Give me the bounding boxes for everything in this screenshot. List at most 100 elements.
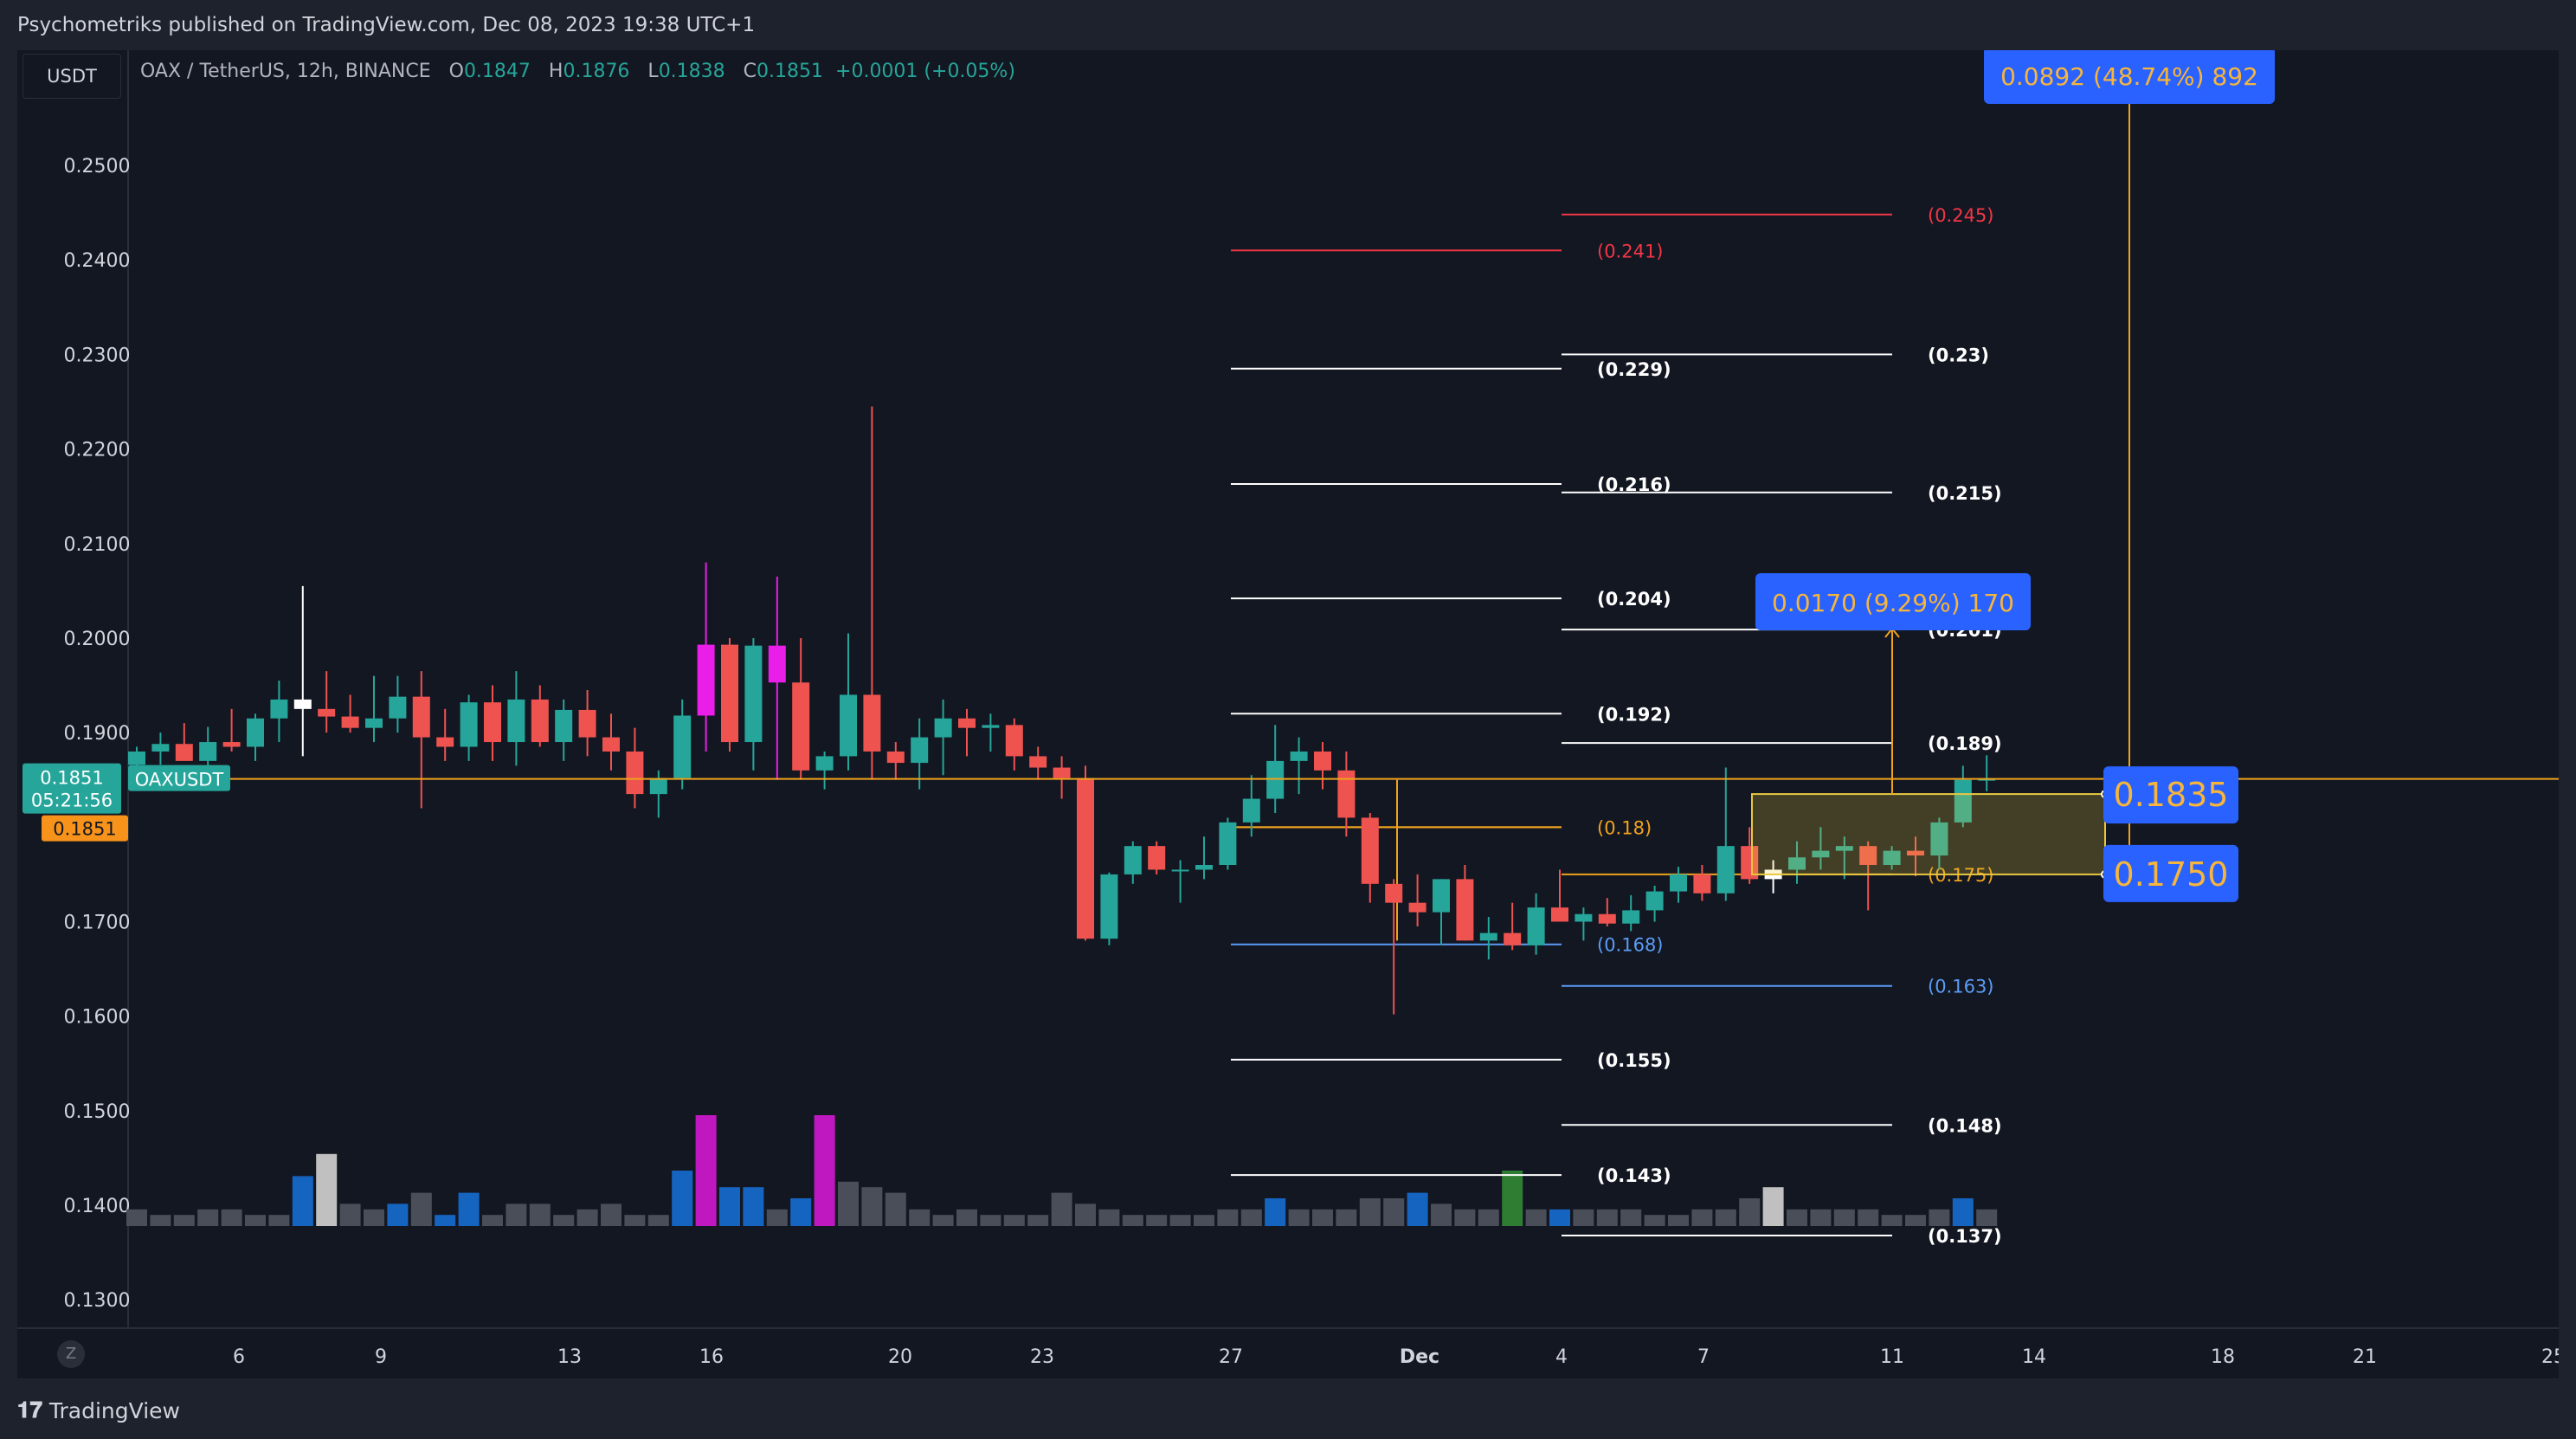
candle-body	[1385, 883, 1403, 903]
low-value: 0.1838	[658, 61, 725, 82]
box-top-price-badge[interactable]	[2103, 766, 2238, 824]
candle-body	[1148, 846, 1166, 870]
volume-bar	[885, 1192, 906, 1226]
volume-bar	[601, 1203, 621, 1226]
x-tick-label: 9	[375, 1346, 387, 1368]
candle-body	[128, 751, 145, 765]
candle-body	[1930, 822, 1948, 856]
candle-body	[840, 694, 857, 757]
y-tick-label: 0.2000	[64, 629, 131, 650]
candle-body	[697, 644, 715, 716]
candle-body	[1504, 932, 1522, 945]
high-key: H	[548, 61, 564, 82]
x-tick-label: 16	[699, 1346, 724, 1368]
candle-body	[1077, 778, 1094, 939]
x-tick-label: 20	[888, 1346, 912, 1368]
y-tick-label: 0.2300	[64, 345, 131, 366]
price-badge-secondary[interactable]	[42, 815, 128, 842]
y-tick-label: 0.2200	[64, 440, 131, 461]
x-tick-label: 7	[1697, 1346, 1710, 1368]
ticker-tag-badge[interactable]	[128, 765, 230, 791]
volume-bar	[553, 1215, 575, 1226]
y-tick-label: 0.1300	[64, 1290, 131, 1312]
x-tick-label: 6	[233, 1346, 245, 1368]
candle-body	[1100, 874, 1118, 939]
volume-bar	[1858, 1209, 1879, 1226]
volume-bar	[1810, 1209, 1832, 1226]
candle-body	[1693, 874, 1711, 894]
x-tick-label: 27	[1219, 1346, 1243, 1368]
candle-body	[531, 699, 549, 743]
volume-bar	[1620, 1209, 1642, 1226]
candle-body	[982, 725, 1000, 728]
volume-bar	[482, 1215, 503, 1226]
volume-bar	[1051, 1192, 1072, 1226]
candle-body	[1859, 846, 1877, 865]
volume-bar	[1027, 1215, 1049, 1226]
brand-name: TradingView	[48, 1398, 180, 1423]
candle-body	[744, 645, 763, 743]
candle-body	[578, 709, 596, 738]
symbol-legend: OAX / TetherUS, 12h, BINANCE O0.1847 H0.…	[140, 61, 1015, 82]
measure-large-badge[interactable]	[1984, 50, 2275, 104]
volume-bar	[1407, 1192, 1428, 1226]
candle-body	[768, 645, 786, 683]
volume-bar	[838, 1181, 859, 1226]
candle-body	[293, 699, 312, 709]
candle-body	[1290, 751, 1308, 761]
fib-level-label: (0.241)	[1597, 241, 1664, 261]
volume-bar	[1976, 1209, 1998, 1226]
volume-bar	[1573, 1209, 1594, 1226]
candle-body	[673, 715, 692, 778]
candle-body	[151, 744, 170, 752]
volume-bar	[1881, 1215, 1903, 1226]
price-badge-secondary-label: 0.1851	[53, 819, 116, 840]
high-value: 0.1876	[563, 61, 630, 82]
measure-small-label: 0.0170 (9.29%) 170	[1772, 589, 2014, 617]
chart-pane[interactable]: 0.2500 0.2400 0.2300 0.2200 0.2100 0.2000 0.19…	[17, 50, 2559, 1378]
x-tick-label: 25	[2541, 1346, 2559, 1368]
symbol-name[interactable]: OAX / TetherUS, 12h, BINANCE	[140, 61, 431, 82]
y-tick-label: 0.2500	[64, 156, 131, 177]
volume-bar	[1003, 1215, 1025, 1226]
volume-bar	[410, 1192, 432, 1226]
x-tick-label: 13	[557, 1346, 582, 1368]
candle-body	[1883, 850, 1901, 865]
candle-body	[318, 708, 336, 717]
candle-body	[815, 756, 834, 771]
volume-bar	[980, 1215, 1001, 1226]
volume-bar	[1265, 1198, 1286, 1226]
candle-body	[1433, 879, 1450, 913]
x-tick-label: 21	[2353, 1346, 2377, 1368]
candle-body	[1005, 725, 1023, 757]
last-price-badge[interactable]	[23, 763, 121, 814]
fib-level-label: (0.163)	[1928, 977, 1994, 997]
y-tick-label: 0.2400	[64, 250, 131, 272]
reset-zoom-button[interactable]: Z	[57, 1340, 85, 1368]
target-zone-box[interactable]	[1751, 793, 2106, 875]
volume-bar	[1644, 1215, 1665, 1226]
box-bottom-price-badge[interactable]	[2103, 844, 2238, 902]
candle-body	[1645, 891, 1664, 911]
fib-level-label: (0.192)	[1597, 704, 1671, 725]
tradingview-logo[interactable]: 𝟏𝟕 TradingView	[17, 1397, 180, 1424]
volume-bar	[173, 1215, 195, 1226]
candle-body	[1954, 779, 1972, 823]
measure-small-badge[interactable]	[1755, 573, 2031, 630]
volume-bar	[1336, 1209, 1357, 1226]
candle-body	[555, 709, 573, 743]
fib-level-label: (0.215)	[1928, 483, 2002, 504]
fib-level-label: (0.168)	[1597, 935, 1664, 956]
volume-bar	[1194, 1215, 1214, 1226]
close-value: 0.1851	[757, 61, 824, 82]
candle-body	[460, 702, 478, 747]
fib-level-label: (0.23)	[1928, 345, 1989, 365]
volume-bar	[909, 1209, 931, 1226]
currency-button[interactable]: USDT	[23, 54, 121, 99]
chart-canvas[interactable]: 0.2500 0.2400 0.2300 0.2200 0.2100 0.2000 0.19…	[17, 50, 2559, 1378]
candle-body	[1266, 760, 1285, 799]
volume-bar	[245, 1215, 266, 1226]
volume-bar	[1312, 1209, 1333, 1226]
volume-bar	[1833, 1209, 1855, 1226]
volume-bar	[1525, 1209, 1547, 1226]
